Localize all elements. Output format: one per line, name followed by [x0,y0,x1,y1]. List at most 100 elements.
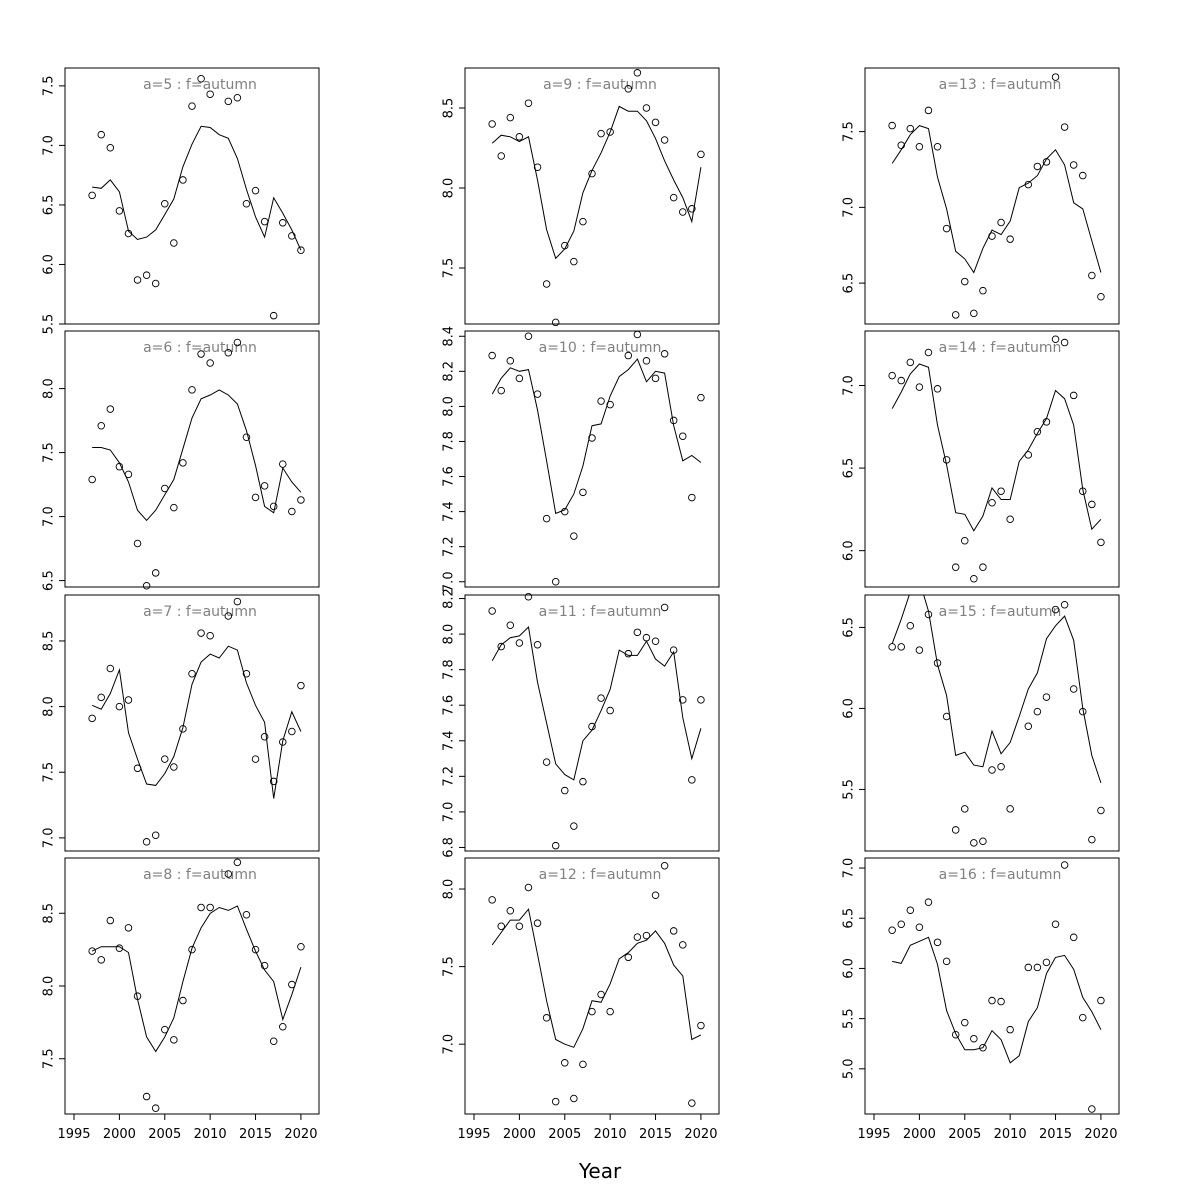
observed-point [906,124,915,133]
observed-point [933,659,942,667]
y-tick-label: 7.5 [42,442,57,463]
observed-point [1069,391,1078,400]
observed-point [897,376,905,385]
y-tick-label: 6.0 [842,540,857,561]
observed-point [161,755,169,763]
observed-point [1042,693,1051,701]
panel-title: a=9 : f=autumn [543,77,657,93]
observed-point [906,906,915,914]
panel-frame [864,594,1120,852]
x-tick-label: 2010 [994,1127,1027,1142]
observed-point [506,907,515,915]
observed-point [579,488,587,497]
observed-point [906,358,915,367]
observed-point [597,129,605,138]
observed-point [106,916,115,925]
observed-point [197,629,205,637]
x-tick-label: 2015 [639,1127,672,1142]
fitted-line [91,905,302,1053]
panel-title: a=16 : f=autumn [939,867,1062,883]
observed-point [488,351,496,360]
observed-point [669,193,678,202]
observed-point [633,330,642,339]
observed-point [188,945,196,954]
observed-point [979,563,987,571]
y-tick-label: 8.0 [42,378,57,399]
observed-point [915,383,924,391]
observed-point [133,764,142,773]
observed-point [206,903,214,912]
observed-point [688,205,696,213]
observed-point [1042,418,1051,426]
observed-point [88,714,96,723]
observed-point [233,94,242,102]
observed-point [279,460,287,468]
fitted-line [491,105,702,260]
y-tick-label: 8.5 [42,903,57,924]
observed-point [151,279,160,288]
panel-title: a=8 : f=autumn [143,867,257,883]
observed-point [161,199,169,208]
observed-point [1033,707,1042,716]
y-tick-label: 8.5 [442,98,457,119]
fitted-line [491,358,702,515]
observed-point [624,351,633,360]
observed-point [269,502,278,511]
observed-point [915,143,924,151]
y-tick-label: 7.2 [442,536,457,557]
y-tick-label: 5.5 [842,779,857,800]
x-tick-label: 2010 [194,1127,227,1142]
observed-point [915,646,924,654]
observed-point [642,931,651,940]
panel: a=14 : f=autumn 6.0 6.5 7.0 [842,330,1120,588]
y-tick-label: 7.0 [842,858,857,879]
observed-point [579,217,587,226]
observed-point [533,919,542,927]
panel: a=7 : f=autumn 7.0 7.5 8.0 8.5 [42,594,320,852]
panel-frame [864,857,1120,1115]
observed-point [1051,73,1060,81]
observed-point [1079,1013,1087,1022]
observed-point [606,1007,614,1016]
observed-point [606,706,614,715]
observed-point [224,612,233,620]
panel-frame [64,857,320,1115]
observed-point [924,898,933,906]
observed-point [933,385,942,393]
observed-point [888,121,896,130]
y-tick-label: 6.5 [842,458,857,479]
observed-point [188,386,196,394]
observed-point [961,1018,969,1027]
x-tick-label: 2005 [548,1127,581,1142]
observed-point [297,496,305,504]
observed-point [679,208,687,216]
observed-point [269,311,278,320]
panel-frame [464,857,720,1115]
observed-point [279,1022,287,1031]
observed-point [1060,338,1069,347]
observed-point [651,118,660,127]
panel: a=11 : f=autumn 6.8 7.0 7.2 7.4 7.6 7.8 8.0 8.2 [442,588,720,858]
observed-point [533,390,542,398]
observed-point [179,996,187,1005]
observed-point [551,318,560,327]
observed-point [606,400,614,409]
observed-point [979,286,987,295]
y-tick-label: 8.2 [442,361,457,382]
panel-frame [864,67,1120,325]
observed-point [1024,451,1033,459]
observed-point [233,338,242,347]
observed-point [1069,685,1078,693]
y-tick-label: 7.4 [442,730,457,751]
y-tick-label: 6.5 [42,195,57,216]
y-tick-label: 8.4 [442,326,457,347]
observed-point [897,643,905,651]
observed-point [279,738,287,746]
observed-point [597,990,605,999]
observed-point [997,218,1005,227]
observed-point [133,276,142,284]
observed-point [979,837,987,846]
y-tick-label: 7.4 [442,501,457,522]
y-tick-label: 7.8 [442,431,457,452]
observed-point [588,1007,596,1016]
